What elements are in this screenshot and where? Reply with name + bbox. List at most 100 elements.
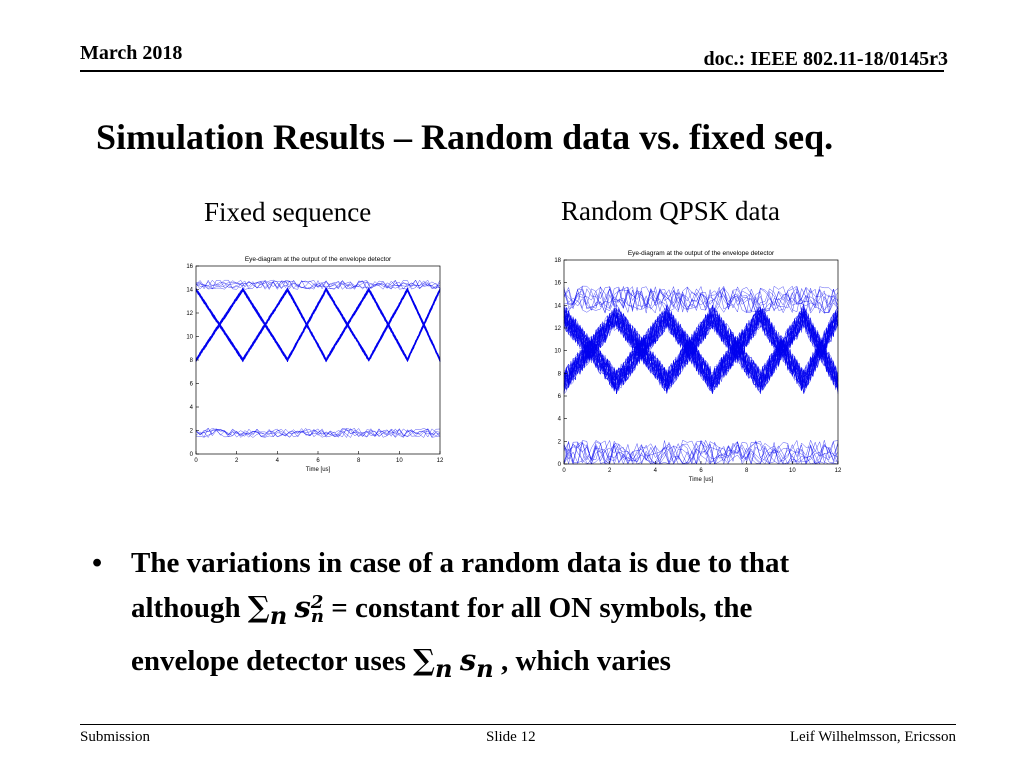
eye-trace: [563, 308, 839, 392]
s-superscript: 2: [310, 592, 324, 614]
footer-rule: [80, 724, 956, 725]
eye-trace: [563, 307, 839, 390]
eye-trace: [563, 310, 839, 390]
eye-trace: [563, 308, 839, 389]
eye-trace: [563, 285, 839, 314]
header-doc-id: doc.: IEEE 802.11-18/0145r3: [703, 48, 948, 70]
x-tick-label: 4: [276, 458, 280, 464]
eye-trace: [195, 279, 441, 290]
bullet-line-2-end: = constant for all ON symbols, the: [323, 592, 753, 624]
x-tick-label: 10: [789, 468, 796, 474]
x-tick-label: 8: [745, 468, 749, 474]
x-tick-label: 4: [654, 468, 658, 474]
eye-trace: [195, 289, 441, 361]
eye-trace: [563, 311, 839, 395]
eye-trace: [563, 306, 839, 389]
x-tick-label: 0: [562, 468, 566, 474]
eye-trace: [563, 286, 839, 314]
plot-title: Eye-diagram at the output of the envelop…: [628, 250, 775, 257]
sum-symbol-2: ∑: [413, 642, 435, 677]
y-tick-label: 10: [186, 335, 193, 341]
eye-trace: [563, 305, 839, 392]
eye-trace: [195, 288, 441, 362]
eye-trace: [195, 427, 441, 438]
eye-trace: [195, 288, 441, 361]
footer-submission: Submission: [80, 729, 151, 745]
plot-title: Eye-diagram at the output of the envelop…: [245, 256, 392, 263]
eye-trace: [195, 279, 441, 290]
sum-symbol: ∑: [247, 590, 270, 624]
y-tick-label: 2: [558, 439, 562, 445]
bullet-dot: •: [92, 547, 103, 579]
y-tick-label: 12: [186, 311, 193, 317]
slide-title: Simulation Results – Random data vs. fix…: [96, 117, 834, 157]
eye-trace: [195, 289, 441, 361]
eye-trace: [195, 288, 441, 363]
eye-trace: [195, 427, 441, 438]
eye-trace: [563, 285, 839, 314]
sum-subscript-2: n: [435, 653, 453, 683]
y-tick-label: 6: [190, 382, 194, 388]
eye-trace: [195, 279, 441, 290]
eye-trace: [563, 441, 839, 465]
y-tick-label: 0: [190, 452, 194, 458]
y-tick-label: 0: [558, 462, 562, 468]
y-tick-label: 16: [186, 264, 193, 270]
x-tick-label: 12: [437, 458, 444, 464]
right-plot-caption: Random QPSK data: [561, 196, 780, 226]
x-axis-label: Time [us]: [689, 477, 714, 483]
header-date: March 2018: [80, 42, 183, 64]
eye-trace: [195, 279, 441, 291]
eye-trace: [195, 279, 441, 290]
x-tick-label: 0: [194, 458, 198, 464]
y-tick-label: 10: [554, 349, 561, 355]
eye-trace: [195, 427, 441, 438]
x-tick-label: 8: [357, 458, 361, 464]
sum-subscript: n: [269, 600, 288, 630]
y-tick-label: 16: [554, 281, 561, 287]
eye-diagram-fixed-svg: Eye-diagram at the output of the envelop…: [186, 256, 444, 473]
bullet-line-3-start: envelope detector uses: [131, 644, 414, 677]
x-tick-label: 2: [235, 458, 239, 464]
header-rule: [80, 70, 944, 72]
bullet-text: The variations in case of a random data …: [131, 541, 951, 691]
y-tick-label: 14: [554, 303, 561, 309]
x-tick-label: 6: [316, 458, 320, 464]
eye-trace: [563, 308, 839, 394]
eye-trace: [563, 307, 839, 389]
eye-trace: [563, 286, 839, 314]
eye-trace: [563, 285, 839, 314]
eye-trace: [195, 289, 441, 361]
footer-slide-number: Slide 12: [486, 729, 536, 745]
bullet-line-1: The variations in case of a random data …: [131, 547, 790, 579]
y-tick-label: 18: [554, 258, 561, 264]
y-tick-label: 2: [190, 429, 194, 435]
x-tick-label: 6: [699, 468, 703, 474]
y-tick-label: 4: [190, 405, 194, 411]
eye-trace: [195, 287, 441, 361]
eye-trace: [195, 287, 441, 363]
eye-traces: [563, 285, 839, 465]
eye-trace: [563, 308, 839, 391]
left-plot-caption: Fixed sequence: [204, 197, 372, 227]
eye-trace: [195, 280, 441, 290]
eye-trace: [195, 289, 441, 361]
x-tick-label: 12: [835, 468, 842, 474]
eye-traces: [195, 279, 441, 438]
s-subscript-2: n: [476, 653, 494, 683]
x-tick-label: 10: [396, 458, 403, 464]
eye-trace: [195, 289, 441, 361]
y-tick-label: 4: [558, 417, 562, 423]
eye-trace: [195, 288, 441, 362]
eye-diagram-fixed-sequence: Eye-diagram at the output of the envelop…: [178, 250, 446, 482]
s-subscript: n: [310, 606, 324, 628]
y-tick-label: 6: [558, 394, 562, 400]
s-symbol-2: s: [459, 642, 477, 677]
eye-trace: [563, 313, 839, 388]
eye-trace: [563, 312, 839, 392]
eye-trace: [563, 312, 839, 395]
eye-trace: [195, 288, 441, 360]
eye-trace: [563, 309, 839, 393]
y-tick-label: 12: [554, 326, 561, 332]
